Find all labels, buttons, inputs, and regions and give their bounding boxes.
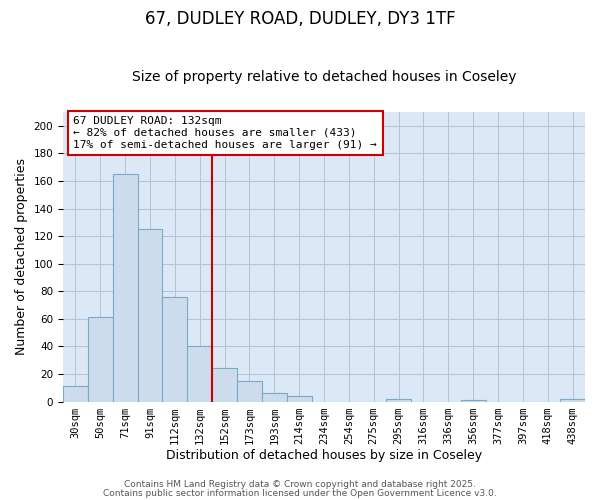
Bar (237, 381, 262, 402)
Bar (262, 394, 287, 402)
Y-axis label: Number of detached properties: Number of detached properties (15, 158, 28, 356)
Bar (212, 368, 237, 402)
Text: 67, DUDLEY ROAD, DUDLEY, DY3 1TF: 67, DUDLEY ROAD, DUDLEY, DY3 1TF (145, 10, 455, 28)
Text: Contains public sector information licensed under the Open Government Licence v3: Contains public sector information licen… (103, 488, 497, 498)
Bar (88, 318, 113, 402)
Bar (287, 396, 311, 402)
Bar (461, 400, 485, 402)
Title: Size of property relative to detached houses in Coseley: Size of property relative to detached ho… (132, 70, 516, 85)
X-axis label: Distribution of detached houses by size in Coseley: Distribution of detached houses by size … (166, 450, 482, 462)
Bar (187, 346, 212, 402)
Text: 67 DUDLEY ROAD: 132sqm
← 82% of detached houses are smaller (433)
17% of semi-de: 67 DUDLEY ROAD: 132sqm ← 82% of detached… (73, 116, 377, 150)
Bar (386, 399, 411, 402)
Bar (137, 229, 163, 402)
Bar (113, 174, 137, 402)
Bar (560, 399, 585, 402)
Bar (63, 386, 88, 402)
Text: Contains HM Land Registry data © Crown copyright and database right 2025.: Contains HM Land Registry data © Crown c… (124, 480, 476, 489)
Bar (163, 297, 187, 402)
